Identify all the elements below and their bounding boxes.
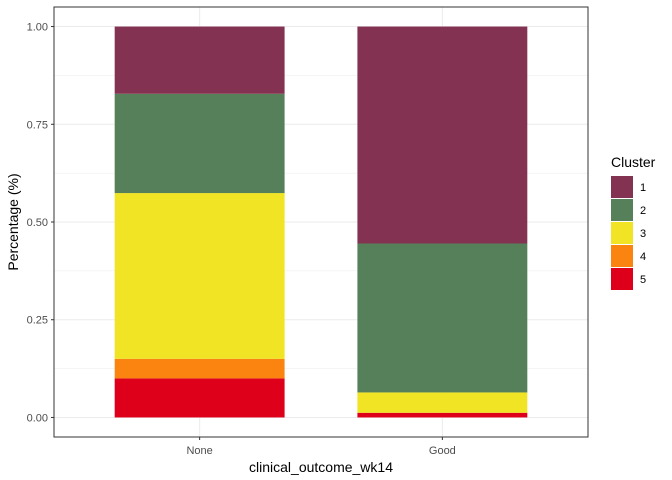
y-axis-title: Percentage (%) — [5, 173, 21, 270]
legend: Cluster 1 2 3 4 5 — [611, 154, 656, 290]
legend-label-cluster-2: 2 — [640, 205, 646, 217]
bar-segment-none-cluster-5 — [114, 378, 285, 418]
legend-label-cluster-1: 1 — [640, 182, 646, 194]
bar-segment-none-cluster-3 — [114, 193, 285, 359]
y-tick-label: 1.00 — [27, 22, 48, 34]
x-tick-label: Good — [429, 445, 456, 457]
legend-label-cluster-5: 5 — [640, 274, 646, 286]
bar-segment-good-cluster-3 — [357, 392, 528, 413]
bar-segment-none-cluster-1 — [114, 26, 285, 94]
x-tick-label: None — [186, 445, 212, 457]
y-tick-label: 0.00 — [27, 412, 48, 424]
legend-key-cluster-2 — [611, 199, 633, 221]
bar-segment-none-cluster-4 — [114, 358, 285, 379]
y-axis-ticks: 0.00 0.25 0.50 0.75 1.00 — [27, 22, 54, 424]
legend-title: Cluster — [611, 154, 656, 170]
legend-label-cluster-4: 4 — [640, 251, 646, 263]
legend-label-cluster-3: 3 — [640, 228, 646, 240]
legend-key-cluster-4 — [611, 245, 633, 267]
y-tick-label: 0.75 — [27, 119, 48, 131]
legend-key-cluster-3 — [611, 222, 633, 244]
legend-key-cluster-1 — [611, 176, 633, 198]
bars-group — [114, 26, 528, 418]
bar-segment-good-cluster-5 — [357, 412, 528, 418]
x-axis-ticks: None Good — [186, 437, 456, 457]
legend-key-cluster-5 — [611, 268, 633, 290]
y-tick-label: 0.25 — [27, 315, 48, 327]
bar-segment-good-cluster-1 — [357, 26, 528, 244]
y-tick-label: 0.50 — [27, 217, 48, 229]
bar-segment-none-cluster-2 — [114, 93, 285, 194]
bar-segment-good-cluster-2 — [357, 243, 528, 393]
x-axis-title: clinical_outcome_wk14 — [249, 459, 393, 475]
